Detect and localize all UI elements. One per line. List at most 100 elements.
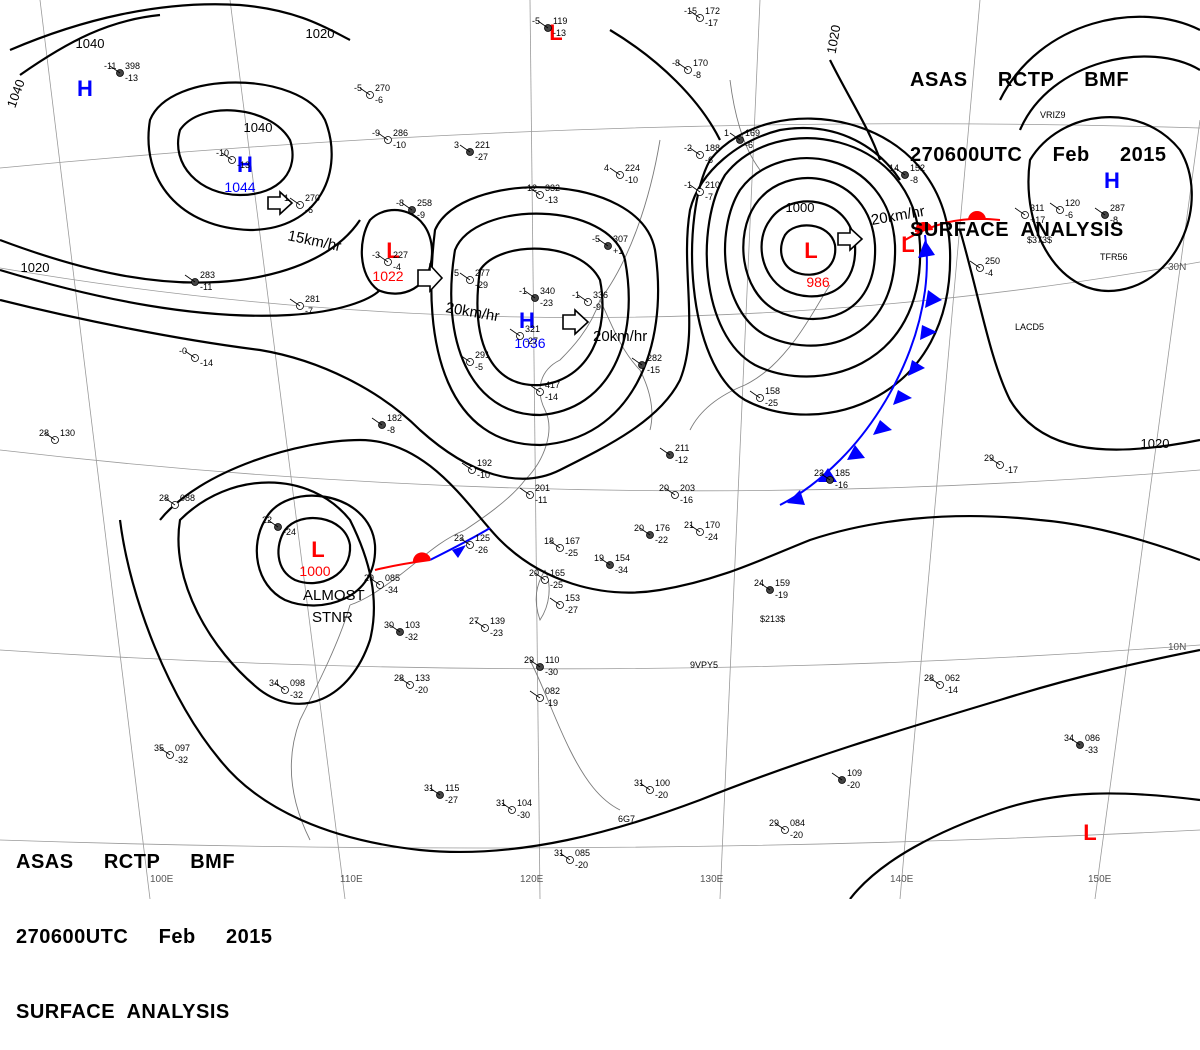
station-plot: 082-19	[529, 686, 560, 708]
station-pressure-tendency: -13	[125, 73, 138, 83]
lat-label: 10N	[1168, 642, 1186, 653]
coast-korea	[599, 299, 653, 431]
station-plot: 29 -17	[984, 453, 1018, 475]
station-pressure: 282	[647, 353, 662, 363]
wind-barb	[377, 254, 389, 263]
station-plot: -10 -13	[216, 148, 250, 170]
wind-barb	[677, 62, 689, 71]
station-temperature: -2	[684, 143, 692, 153]
lon-label: 140E	[890, 874, 914, 885]
station-pressure: 125	[475, 533, 490, 543]
isobar-low-1000-outer	[255, 494, 377, 607]
isobar-label: 1040	[244, 120, 273, 135]
coast-japan	[689, 284, 831, 431]
station-pressure-tendency: -29	[475, 280, 488, 290]
isobar-high-east-3	[1027, 116, 1193, 293]
high-center-symbol: H	[77, 76, 93, 101]
isobar-low-986-4	[724, 157, 897, 347]
station-pressure: 154	[615, 553, 630, 563]
low-center-symbol: L	[311, 537, 324, 562]
station-temperature: 23	[814, 468, 824, 478]
station-plot: -5 307 +1	[592, 234, 628, 256]
station-plot: 31 115 -27	[424, 783, 459, 805]
isobar-label: 1020	[306, 26, 335, 41]
station-temperature: 29	[769, 818, 779, 828]
isobar-1020-east	[958, 229, 1200, 451]
high-center-symbol: H	[237, 152, 253, 177]
wind-barb	[749, 390, 761, 399]
station-pressure-tendency: -8	[1110, 215, 1118, 225]
station-plot: -8 170 -8	[672, 58, 708, 80]
motion-speed-label: 20km/hr	[593, 328, 647, 345]
station-pressure: 287	[1110, 203, 1125, 213]
station-pressure-tendency: +1	[613, 246, 623, 256]
station-pressure: 062	[945, 673, 960, 683]
station-pressure-tendency: -30	[517, 810, 530, 820]
station-temperature: -9	[372, 128, 380, 138]
wind-barb	[524, 290, 536, 299]
isobar-high-east-1	[1018, 55, 1200, 131]
wind-barb	[689, 524, 701, 533]
wind-barb	[577, 294, 589, 303]
station-pressure: 250	[985, 256, 1000, 266]
station-temperature: 19	[594, 553, 604, 563]
isobar-1040-nw	[19, 13, 161, 76]
station-pressure: 097	[175, 743, 190, 753]
station-plot: 5 277 -29	[454, 268, 490, 290]
station-pressure-tendency: -17	[705, 18, 718, 28]
station-temperature: -15	[684, 6, 697, 16]
wind-barb	[274, 682, 286, 691]
station-plot: 120-6	[1049, 198, 1080, 220]
station-pressure-tendency: -20	[415, 685, 428, 695]
station-pressure-tendency: -24	[283, 527, 296, 537]
wind-barb	[359, 87, 371, 96]
station-temperature: 5	[454, 268, 459, 278]
warm-front-semicircle	[412, 552, 431, 563]
station-pressure: 133	[415, 673, 430, 683]
station-pressure: 336	[593, 290, 608, 300]
isobar-high-east-2	[999, 15, 1200, 101]
station-temperature: -1	[572, 290, 580, 300]
station-plot: 3 221 -27	[454, 140, 490, 162]
isobar-label: 1040	[76, 36, 105, 51]
wind-barb	[109, 65, 121, 74]
isobar-high-1036-outer	[430, 186, 660, 447]
station-pressure-tendency: -13	[545, 195, 558, 205]
wind-barb	[159, 747, 171, 756]
station-pressure: 281	[305, 294, 320, 304]
isobar-west-2	[0, 268, 381, 317]
station-pressure-tendency: -19	[775, 590, 788, 600]
low-center-value: 1000	[299, 563, 330, 579]
station-plot: 291-5	[459, 350, 490, 372]
station-pressure-tendency: -33	[1085, 745, 1098, 755]
cold-front-triangle	[918, 240, 935, 258]
wind-barb	[549, 540, 561, 549]
wind-barb	[639, 527, 651, 536]
station-plot: 283-11	[184, 270, 215, 292]
wind-barb	[537, 20, 549, 29]
station-pressure-tendency: -13	[237, 160, 250, 170]
station-temperature: -1	[684, 180, 692, 190]
station-temperature: -8	[396, 198, 404, 208]
station-pressure-tendency: -20	[847, 780, 860, 790]
station-plots: -5 119-13-15 172-17-8 170-8-11 398-13-5 270-6…	[39, 6, 1125, 870]
isobar-low-986-6	[691, 117, 952, 416]
isobar-labels: 1040 1040 1020 1020 1040 1000 1020 1020	[4, 24, 1170, 451]
isobar-label: 1000	[786, 200, 815, 215]
station-temperature: 29	[984, 453, 994, 463]
station-temperature: -0	[179, 346, 187, 356]
wind-barb	[459, 354, 471, 363]
station-pressure-tendency: -20	[655, 790, 668, 800]
wind-barb	[929, 677, 941, 686]
wind-barb	[401, 202, 413, 211]
station-pressure: 321	[525, 324, 540, 334]
wind-barb	[599, 557, 611, 566]
station-pressure-tendency: -13	[553, 28, 566, 38]
station-pressure-tendency: -34	[385, 585, 398, 595]
station-pressure-tendency: -12	[675, 455, 688, 465]
station-plot: 201-11	[519, 483, 550, 505]
station-pressure: 170	[693, 58, 708, 68]
station-id-label: 9VPY5	[690, 660, 718, 670]
station-pressure-tendency: -8	[387, 425, 395, 435]
station-pressure: 170	[705, 520, 720, 530]
